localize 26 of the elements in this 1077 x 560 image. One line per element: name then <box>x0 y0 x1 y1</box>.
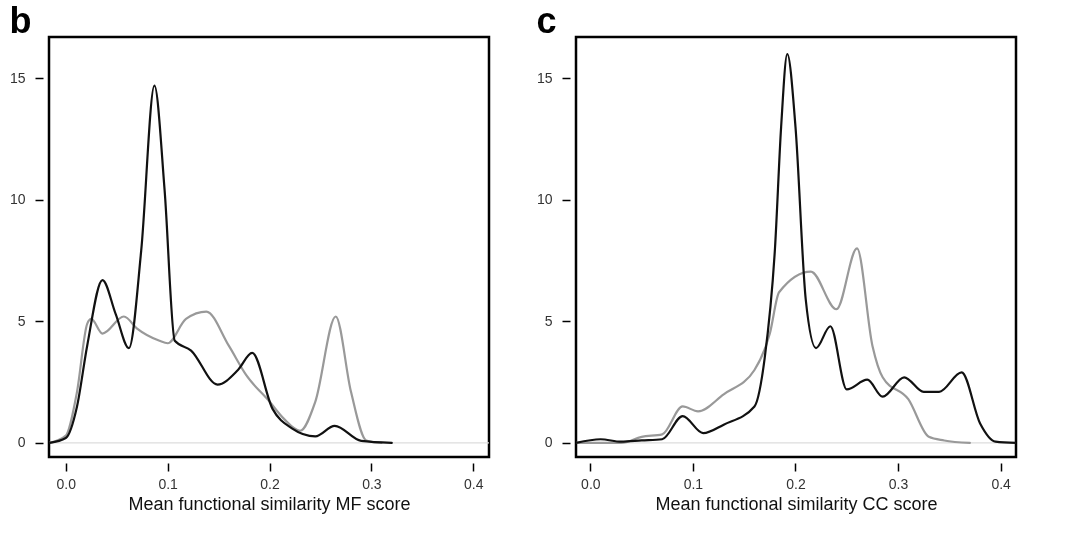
y-tick-label: 15 <box>536 69 553 86</box>
x-tick-label: 0.0 <box>56 475 77 492</box>
x-tick-label: 0.2 <box>786 475 806 492</box>
line-series <box>49 310 383 444</box>
line-series <box>49 84 393 444</box>
y-tick-label: 10 <box>536 191 553 208</box>
x-tick-label: 0.4 <box>463 475 484 492</box>
chart-title: b <box>9 0 32 41</box>
y-tick-label: 10 <box>9 191 26 208</box>
y-tick-label: 5 <box>17 312 26 329</box>
chart-title: c <box>536 0 557 41</box>
line-series <box>576 247 971 444</box>
x-tick-label: 0.3 <box>362 475 382 492</box>
y-tick-label: 0 <box>544 434 553 451</box>
x-tick-label: 0.2 <box>260 475 280 492</box>
x-axis-title: Mean functional similarity CC score <box>655 493 938 514</box>
line-series <box>576 52 1016 444</box>
x-tick-label: 0.3 <box>888 475 909 492</box>
x-tick-label: 0.4 <box>991 475 1012 492</box>
x-tick-label: 0.0 <box>581 475 601 492</box>
x-axis-title: Mean functional similarity MF score <box>128 493 411 514</box>
x-tick-label: 0.1 <box>683 475 704 492</box>
y-tick-label: 15 <box>9 69 26 86</box>
x-tick-label: 0.1 <box>158 475 179 492</box>
y-tick-label: 5 <box>544 312 553 329</box>
y-tick-label: 0 <box>17 434 26 451</box>
